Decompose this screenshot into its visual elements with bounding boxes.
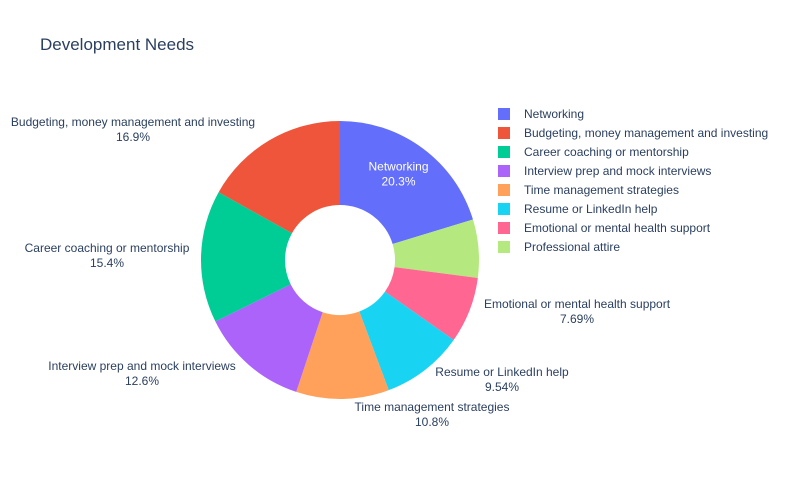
slice-value-interview-prep-and-mock-interviews: 12.6%: [125, 374, 159, 388]
legend-item-resume-or-linkedin-help[interactable]: Resume or LinkedIn help: [498, 202, 658, 216]
legend-item-networking[interactable]: Networking: [498, 107, 584, 121]
legend-swatch: [498, 146, 510, 158]
donut-slices: [200, 120, 479, 399]
slice-label-emotional-or-mental-health-support: Emotional or mental health support: [484, 297, 671, 311]
slice-professional-attire[interactable]: [392, 219, 479, 279]
legend-label: Career coaching or mentorship: [524, 145, 689, 159]
legend-label: Emotional or mental health support: [524, 221, 711, 235]
legend-swatch: [498, 127, 510, 139]
legend-item-interview-prep-and-mock-interviews[interactable]: Interview prep and mock interviews: [498, 164, 711, 178]
slice-label-budgeting-money-management-and-investing: Budgeting, money management and investin…: [11, 115, 255, 129]
legend: Networking Budgeting, money management an…: [498, 107, 768, 254]
slice-value-emotional-or-mental-health-support: 7.69%: [560, 312, 594, 326]
chart-title: Development Needs: [40, 35, 194, 54]
slice-career-coaching-or-mentorship[interactable]: [200, 192, 292, 322]
legend-label: Networking: [524, 107, 584, 121]
slice-budgeting-money-management-and-investing[interactable]: [218, 120, 340, 234]
slice-emotional-or-mental-health-support[interactable]: [384, 267, 478, 340]
slice-value-budgeting-money-management-and-investing: 16.9%: [116, 130, 150, 144]
slice-value-networking: 20.3%: [381, 175, 415, 189]
legend-label: Professional attire: [524, 240, 620, 254]
legend-swatch: [498, 108, 510, 120]
legend-swatch: [498, 241, 510, 253]
legend-label: Budgeting, money management and investin…: [524, 126, 768, 140]
slice-value-resume-or-linkedin-help: 9.54%: [485, 380, 519, 394]
legend-item-professional-attire[interactable]: Professional attire: [498, 240, 620, 254]
slice-label-career-coaching-or-mentorship: Career coaching or mentorship: [25, 241, 190, 255]
legend-swatch: [498, 184, 510, 196]
legend-item-emotional-or-mental-health-support[interactable]: Emotional or mental health support: [498, 221, 711, 235]
legend-swatch: [498, 203, 510, 215]
slice-resume-or-linkedin-help[interactable]: [359, 291, 454, 391]
slice-label-networking: Networking: [368, 160, 428, 174]
legend-item-time-management-strategies[interactable]: Time management strategies: [498, 183, 679, 197]
legend-label: Time management strategies: [524, 183, 679, 197]
legend-item-budgeting-money-management-and-investing[interactable]: Budgeting, money management and investin…: [498, 126, 768, 140]
slice-interview-prep-and-mock-interviews[interactable]: [215, 284, 323, 392]
legend-item-career-coaching-or-mentorship[interactable]: Career coaching or mentorship: [498, 145, 689, 159]
slice-value-career-coaching-or-mentorship: 15.4%: [90, 256, 124, 270]
slice-label-interview-prep-and-mock-interviews: Interview prep and mock interviews: [48, 359, 235, 373]
legend-swatch: [498, 222, 510, 234]
slice-time-management-strategies[interactable]: [296, 311, 389, 399]
legend-swatch: [498, 165, 510, 177]
slice-label-resume-or-linkedin-help: Resume or LinkedIn help: [435, 365, 569, 379]
legend-label: Interview prep and mock interviews: [524, 164, 711, 178]
slice-networking[interactable]: [340, 121, 473, 244]
slice-label-time-management-strategies: Time management strategies: [355, 400, 510, 414]
slice-value-time-management-strategies: 10.8%: [415, 415, 449, 429]
legend-label: Resume or LinkedIn help: [524, 202, 658, 216]
